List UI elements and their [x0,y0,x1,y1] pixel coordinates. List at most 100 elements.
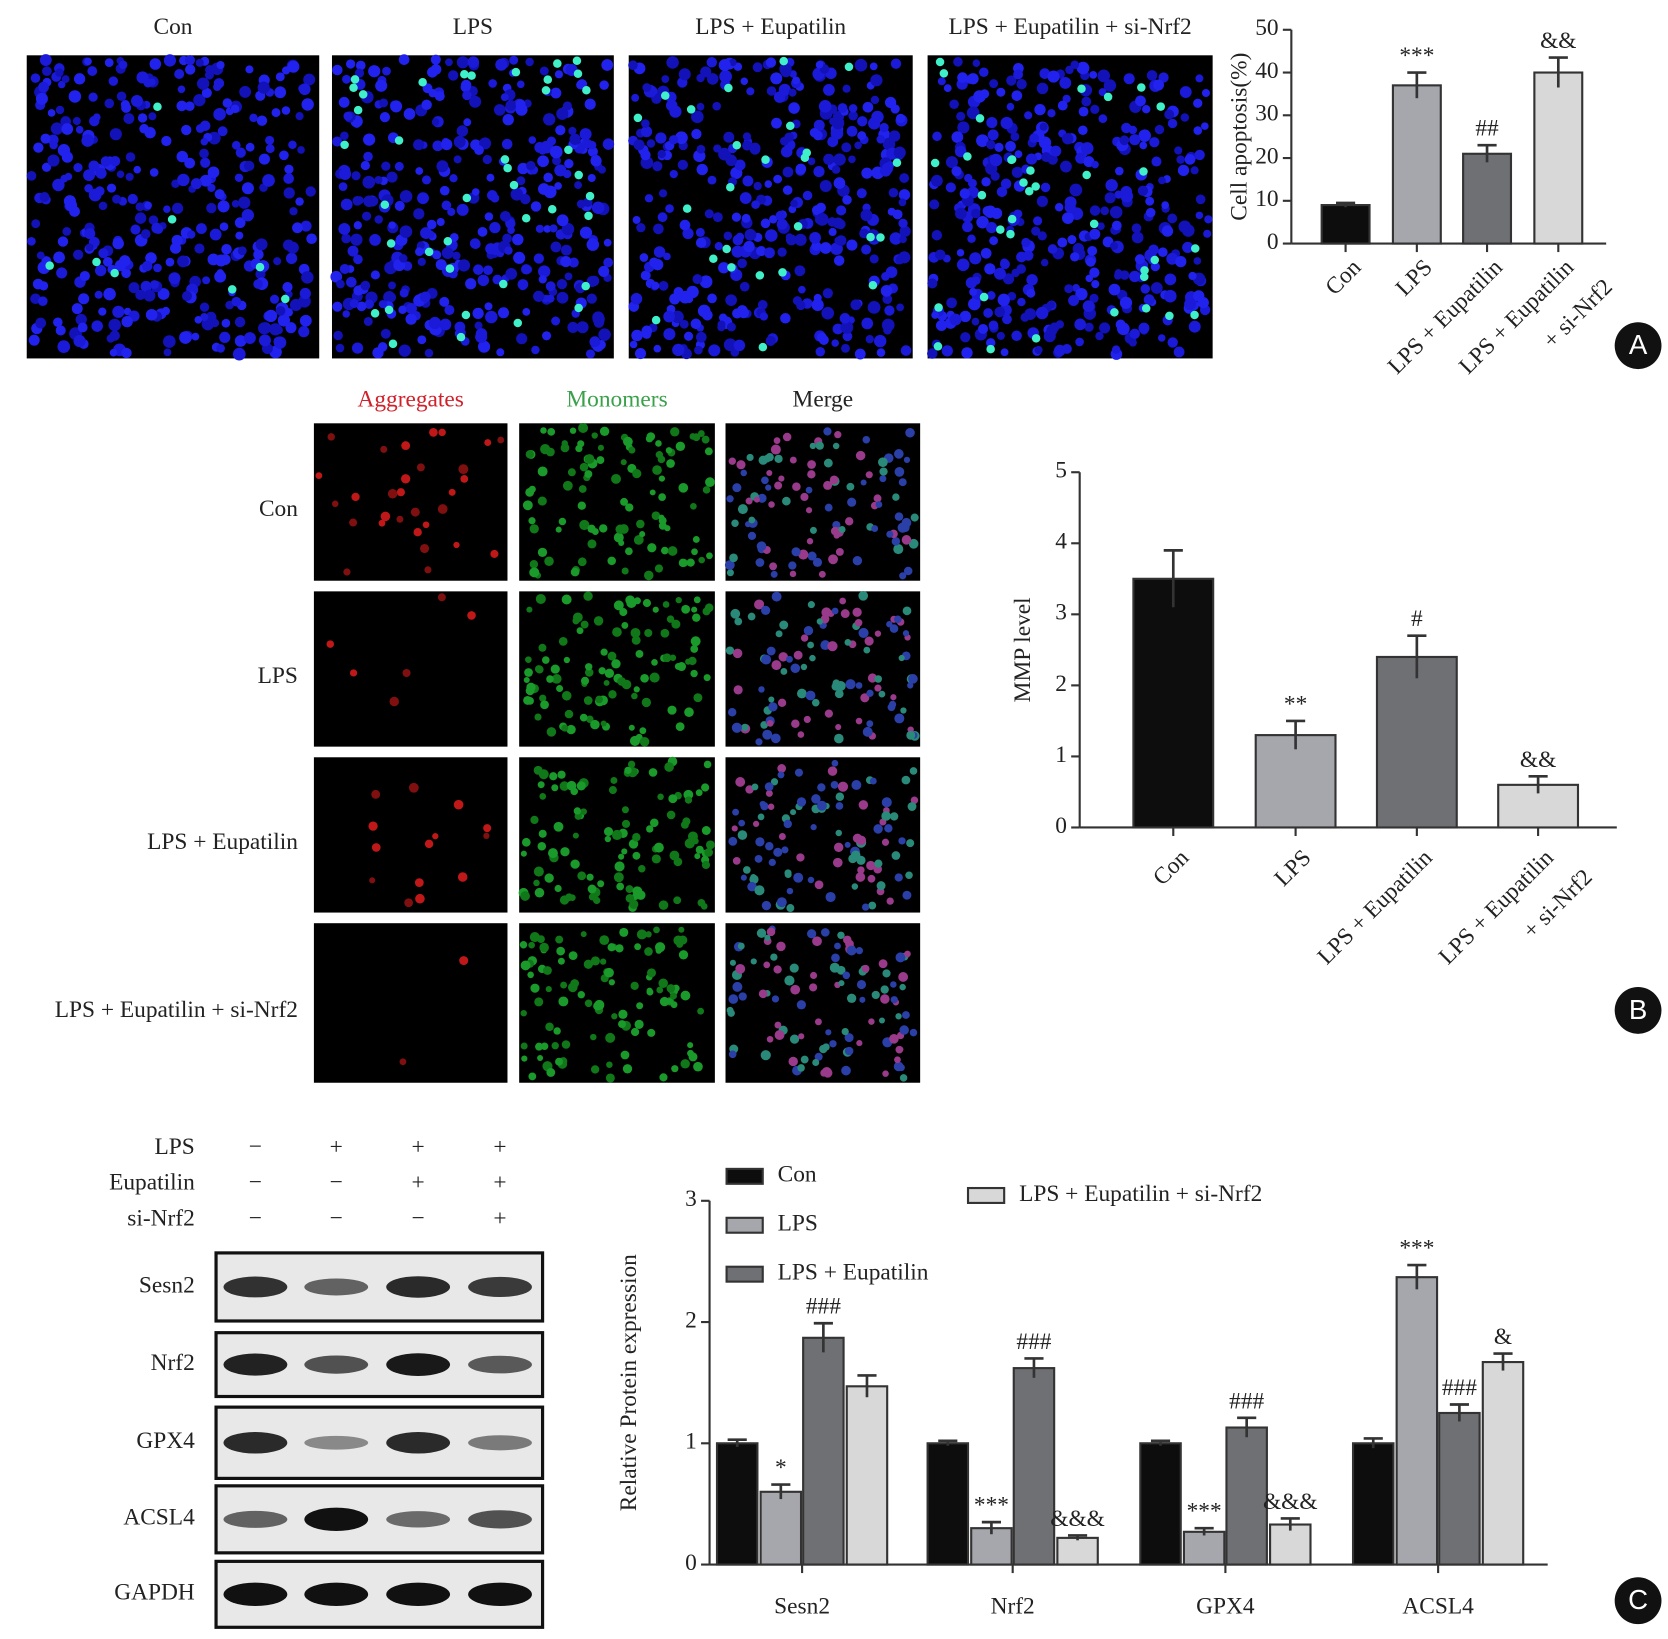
cell [575,444,583,453]
cell [512,233,524,246]
cell [603,238,612,247]
cell [823,84,835,96]
apoptotic-cell [548,205,557,214]
apoptotic-cell [1165,311,1174,321]
cell [556,946,566,956]
cell [726,495,734,503]
apoptotic-cell [779,56,788,66]
cell [562,480,573,491]
cell [235,231,244,240]
cell [1139,141,1148,150]
cell [673,896,682,905]
cell [838,526,846,533]
cell [967,234,976,243]
cell [195,124,205,133]
cell [812,936,822,947]
apoptotic-cell [1006,229,1015,239]
cell [543,185,557,199]
cell [1138,129,1151,142]
cell [340,131,349,141]
cell [636,223,646,233]
cell [529,559,539,569]
cell [779,620,789,630]
cell [761,476,769,485]
cell [822,1043,830,1051]
cell [399,1058,407,1066]
cell [286,241,299,254]
cell [232,347,246,361]
cell [737,258,747,269]
cell [656,986,664,994]
cell [402,668,411,678]
cell [760,802,769,811]
cell [78,293,90,305]
cell [1068,295,1080,306]
cell [834,431,842,439]
cell [483,832,490,839]
cell [790,663,801,674]
cell [1167,213,1178,224]
cell [417,257,426,267]
cell [788,561,797,570]
cell [830,781,839,789]
cell [1034,345,1043,355]
cell [935,249,946,260]
cell [537,466,548,477]
cell [301,271,314,284]
cell [894,713,905,724]
y-tick-label: 20 [1255,143,1278,169]
cell [745,497,753,505]
cell [520,193,531,205]
cell [631,635,641,645]
cell [221,243,232,255]
cell [728,994,739,1004]
cell [728,836,738,846]
cell [870,74,883,87]
cell [645,931,652,938]
cell [1059,76,1072,89]
cell [669,992,677,1000]
cell [546,675,554,683]
cell [898,837,906,845]
cell [690,318,702,330]
cell [415,247,424,257]
cell [1105,179,1118,192]
cell [387,489,398,499]
cell [399,190,413,203]
significance: *** [1399,1236,1434,1262]
cell [814,1018,822,1026]
cell [93,113,101,121]
cell [1158,72,1169,83]
cell [184,64,196,75]
cell [557,957,565,965]
bar [1254,734,1337,829]
cell [1158,334,1166,342]
apoptotic-cell [786,121,795,131]
apoptotic-cell [1031,334,1041,343]
significance: # [1411,606,1423,632]
cell [1182,241,1194,253]
apoptotic-cell [977,190,987,200]
cell [697,430,705,437]
cell [628,446,636,454]
cell [846,482,855,491]
cell [591,201,605,215]
row-label: LPS + Eupatilin [147,829,298,855]
cell [205,65,215,75]
cell [644,947,653,956]
cell [1041,152,1052,163]
cell [401,441,411,450]
cell [766,927,776,937]
cell [1035,306,1049,320]
row-label: LPS + Eupatilin + si-Nrf2 [55,997,298,1023]
cell [603,827,614,837]
cell [832,679,840,687]
cell [578,485,587,493]
cell [563,656,570,664]
cell [893,146,906,159]
cell [820,1069,828,1077]
y-tick-label: 50 [1255,15,1278,41]
cell [573,807,582,815]
cell [897,1064,905,1072]
cell [239,86,252,98]
